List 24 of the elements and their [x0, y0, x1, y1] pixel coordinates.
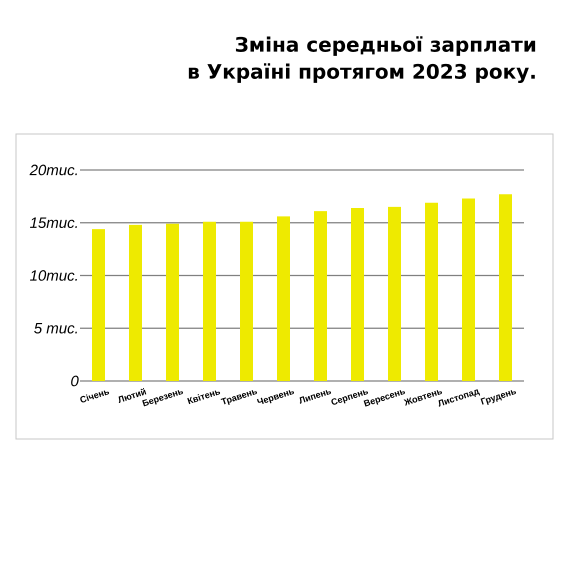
bar [277, 216, 290, 381]
y-tick-label: 5 тис. [34, 323, 77, 334]
bar [425, 202, 438, 381]
x-tick-label: Квітень [187, 390, 220, 404]
bar [92, 229, 105, 381]
bar [166, 224, 179, 381]
bar [462, 198, 476, 381]
x-tick-label: Травень [220, 390, 258, 405]
bar [388, 206, 401, 381]
y-tick-label: 20тис. [30, 164, 77, 176]
bar [240, 222, 254, 381]
x-tick-label: Січень [80, 390, 110, 402]
bar [314, 211, 328, 381]
x-tick-label: Червень [256, 390, 294, 404]
bar [499, 194, 512, 381]
chart-title: Зміна середньої зарплати в Україні протягом 2023 року. [188, 36, 536, 83]
x-tick-label: Грудень [480, 390, 516, 405]
x-tick-label: Липень [300, 390, 332, 404]
bar [129, 224, 142, 381]
y-tick-label: 15тис. [30, 218, 77, 228]
y-tick-label: 10тис. [30, 270, 77, 281]
bar [203, 222, 216, 381]
bar [351, 208, 364, 381]
y-tick-label: 0 [71, 376, 79, 386]
